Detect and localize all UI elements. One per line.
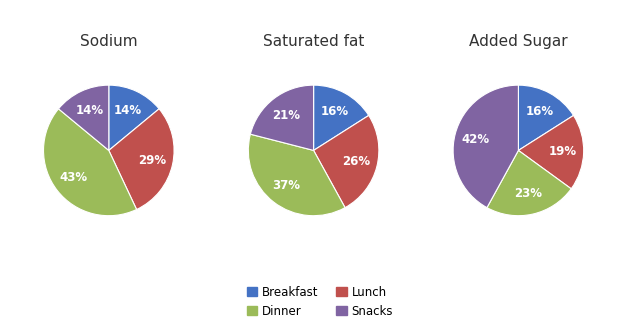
- Text: 16%: 16%: [321, 105, 349, 118]
- Text: 14%: 14%: [76, 104, 104, 117]
- Wedge shape: [248, 134, 345, 216]
- Wedge shape: [518, 85, 573, 150]
- Wedge shape: [314, 115, 379, 208]
- Wedge shape: [58, 85, 109, 150]
- Text: 16%: 16%: [525, 105, 554, 118]
- Title: Added Sugar: Added Sugar: [469, 34, 568, 49]
- Title: Saturated fat: Saturated fat: [263, 34, 364, 49]
- Text: 26%: 26%: [342, 155, 371, 168]
- Legend: Breakfast, Dinner, Lunch, Snacks: Breakfast, Dinner, Lunch, Snacks: [243, 282, 397, 321]
- Text: 14%: 14%: [114, 104, 142, 117]
- Text: 42%: 42%: [461, 133, 490, 146]
- Wedge shape: [109, 109, 174, 210]
- Wedge shape: [250, 85, 314, 150]
- Text: 43%: 43%: [60, 171, 88, 184]
- Wedge shape: [314, 85, 369, 150]
- Wedge shape: [453, 85, 518, 208]
- Text: 37%: 37%: [273, 179, 300, 192]
- Wedge shape: [518, 115, 584, 189]
- Text: 23%: 23%: [514, 187, 542, 200]
- Title: Sodium: Sodium: [80, 34, 138, 49]
- Wedge shape: [109, 85, 159, 150]
- Wedge shape: [487, 150, 572, 216]
- Wedge shape: [44, 109, 136, 216]
- Text: 21%: 21%: [273, 109, 300, 122]
- Text: 19%: 19%: [548, 145, 577, 158]
- Text: 29%: 29%: [138, 154, 166, 166]
